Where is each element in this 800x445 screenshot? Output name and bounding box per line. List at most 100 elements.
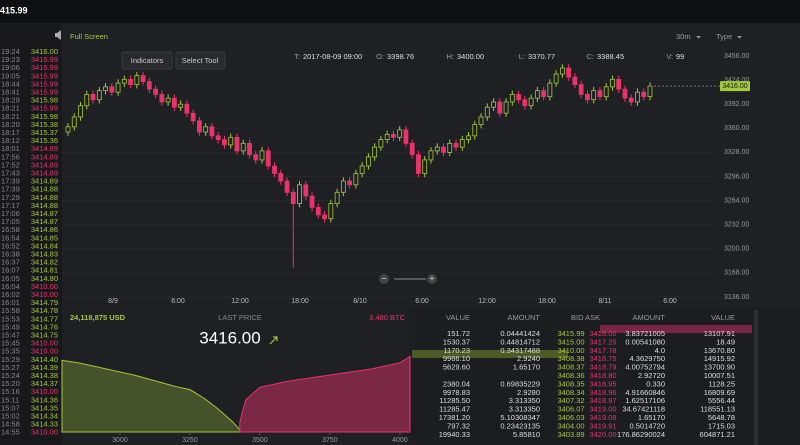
ask-amount: 176.86290024 — [617, 430, 665, 439]
trade-price: 3414.78 — [31, 306, 58, 315]
depth-x-label: 3000 — [112, 437, 128, 444]
trade-price: 3414.89 — [31, 177, 58, 186]
trade-price: 3415.37 — [31, 128, 58, 137]
y-tick-label: 3456.00 — [724, 53, 749, 60]
zoom-in-icon: + — [429, 273, 434, 283]
ask-amount: 4.00752794 — [625, 363, 665, 372]
scrollbar[interactable] — [754, 310, 758, 445]
trade-time: 18:12 — [1, 136, 20, 145]
candle-body — [572, 76, 578, 86]
candle-body — [553, 73, 559, 84]
ask-amount: 0.5014720 — [630, 421, 665, 430]
candle-body — [78, 105, 83, 118]
candle-body — [65, 126, 71, 133]
full-screen-button[interactable]: Full Screen — [70, 32, 108, 41]
type-select[interactable]: Type — [716, 32, 732, 41]
trade-price: 3414.89 — [31, 152, 58, 161]
candle-body — [322, 214, 327, 220]
last-price-label: 3416.00 — [722, 83, 747, 90]
candle-body — [303, 184, 309, 197]
ask-value: 14915.92 — [704, 354, 735, 363]
trade-price: 3415.99 — [31, 87, 58, 96]
candle-body — [522, 99, 528, 107]
y-tick-label: 3136.00 — [724, 294, 749, 301]
candle-body — [165, 97, 171, 103]
candle-body — [472, 124, 478, 137]
bid-price: 3408.36 — [557, 371, 584, 380]
trade-price: 3414.84 — [31, 241, 58, 250]
zoom-slider[interactable] — [394, 278, 426, 280]
trade-price: 3414.88 — [31, 201, 58, 210]
zoom-out[interactable] — [379, 274, 389, 284]
ask-price: 3418.79 — [589, 363, 616, 372]
ohlc-value: 3370.77 — [528, 52, 555, 61]
trade-time: 15:35 — [1, 347, 20, 356]
trade-price: 3415.99 — [31, 63, 58, 72]
order-book-header: AMOUNT — [508, 313, 541, 322]
candle-body — [184, 103, 190, 114]
ask-value: 13700.90 — [704, 363, 735, 372]
x-tick-label: 18:00 — [538, 298, 556, 305]
y-tick-label: 3168.00 — [724, 270, 749, 277]
order-book-header: AMOUNT — [633, 313, 666, 322]
candle-body — [228, 136, 234, 146]
bid-amount: 3.313350 — [509, 396, 540, 405]
trade-time: 17:56 — [1, 152, 20, 161]
candle-body — [591, 90, 597, 101]
total-ask: 3,480 BTC — [369, 313, 405, 322]
bid-amount: 0.69835229 — [500, 379, 540, 388]
ask-amount: 4.91660846 — [625, 388, 665, 397]
candle-body — [484, 106, 490, 118]
trade-time: 15:49 — [1, 322, 20, 331]
trade-time: 15:16 — [1, 387, 20, 396]
ask-value: 13107.91 — [704, 329, 735, 338]
ask-amount: 34.67421118 — [622, 405, 665, 414]
candle-body — [372, 146, 378, 158]
depth-x-label: 3750 — [322, 437, 338, 444]
x-tick-label: 6:00 — [415, 298, 429, 305]
trade-time: 16:02 — [1, 290, 20, 299]
candle-body — [197, 120, 202, 133]
ohlc-value: 3398.76 — [387, 52, 414, 61]
interval-select[interactable]: 30m — [676, 32, 691, 41]
zoom-in[interactable] — [427, 274, 437, 284]
bid-price: 3404.00 — [557, 421, 584, 430]
trade-time: 17:39 — [1, 177, 20, 186]
bid-value: 1170.23 — [443, 346, 470, 355]
candle-body — [578, 84, 584, 95]
x-tick-label: 8/10 — [353, 298, 367, 305]
ask-value: 604871.21 — [700, 430, 735, 439]
ask-amount: 0.330 — [646, 379, 665, 388]
trade-price: 3414.81 — [31, 266, 58, 275]
candle-body — [603, 86, 609, 98]
bid-amount: 0.04441424 — [500, 329, 540, 338]
bid-value: 9966.10 — [443, 354, 470, 363]
trade-price: 3415.38 — [31, 120, 58, 129]
bid-price: 3415.99 — [557, 329, 584, 338]
trade-price: 3414.38 — [31, 371, 58, 380]
bid-price: 3408.38 — [557, 354, 584, 363]
candle-body — [478, 116, 484, 125]
trade-price: 3414.35 — [31, 403, 58, 412]
trade-time: 16:07 — [1, 266, 20, 275]
candle-body — [71, 116, 77, 128]
trade-time: 16:54 — [1, 233, 20, 242]
candle-body — [203, 126, 209, 133]
sound-icon[interactable] — [55, 30, 61, 40]
candle-body — [215, 135, 221, 140]
depth-x-label: 3250 — [182, 437, 198, 444]
candle-body — [547, 82, 553, 98]
candle-body — [121, 78, 127, 84]
candle-body — [585, 94, 590, 101]
trade-price: 3415.99 — [31, 55, 58, 64]
bid-amount: 0.34317488 — [500, 346, 540, 355]
x-tick-label: 12:00 — [478, 298, 496, 305]
ask-highlight — [600, 325, 752, 333]
trade-price: 3414.87 — [31, 217, 58, 226]
candle-body — [516, 94, 521, 101]
trade-time: 16:04 — [1, 282, 20, 291]
candle-body — [334, 191, 340, 205]
ask-value: 5556.44 — [708, 396, 735, 405]
depth-panel — [62, 310, 410, 445]
